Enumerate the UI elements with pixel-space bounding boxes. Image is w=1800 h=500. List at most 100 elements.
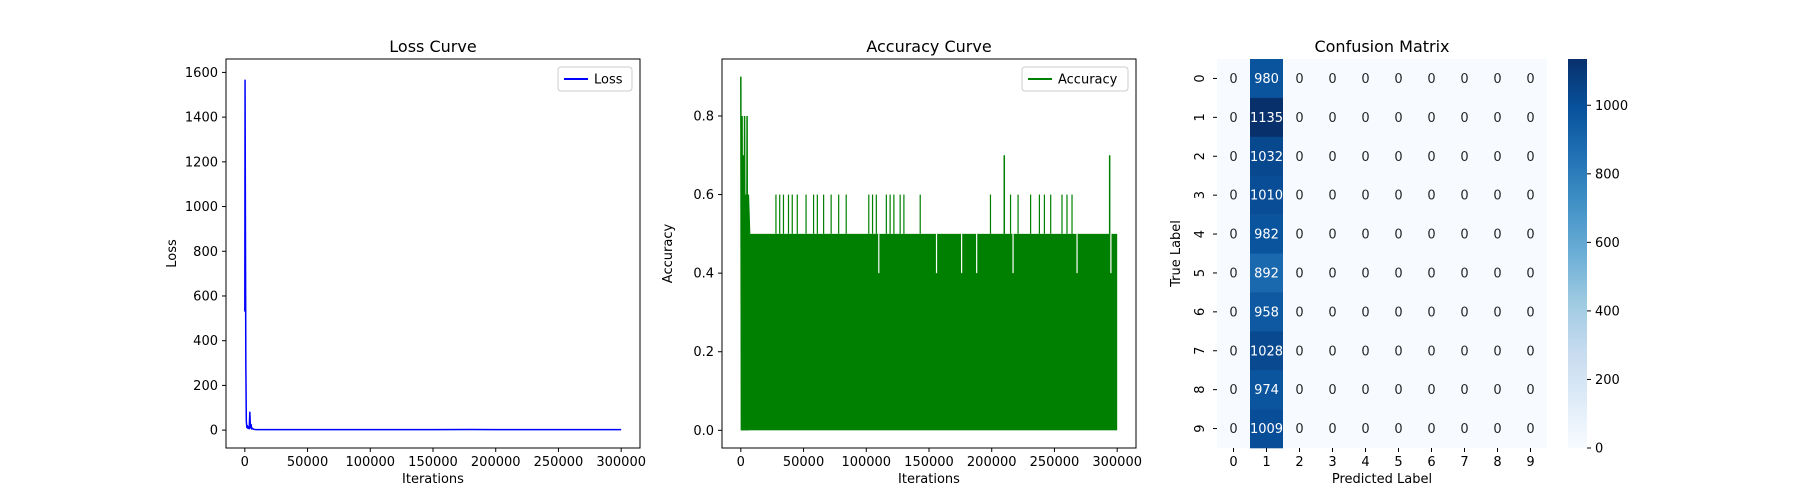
matrix-cell [1481, 97, 1514, 138]
matrix-cell-value: 0 [1427, 422, 1435, 437]
accuracy-legend-box [1021, 66, 1129, 92]
matrix-cell-value: 0 [1526, 150, 1534, 165]
matrix-cell-value: 0 [1229, 383, 1237, 398]
matrix-cell [1349, 175, 1382, 215]
confusion-matrix: Confusion Matrix Predicted Label True La… [1169, 37, 1628, 487]
y-tick-label: 3 [1193, 191, 1208, 199]
matrix-cell [1316, 292, 1349, 332]
x-tick-label: 9 [1526, 455, 1534, 470]
matrix-cell [1382, 370, 1415, 410]
matrix-cell [1448, 331, 1481, 371]
matrix-cell [1349, 214, 1382, 254]
matrix-cell [1316, 253, 1349, 293]
x-tick-label: 0 [1229, 455, 1237, 470]
matrix-cell-value: 0 [1295, 305, 1303, 320]
matrix-cell-value: 0 [1526, 228, 1534, 243]
matrix-cell-value: 0 [1361, 111, 1369, 126]
matrix-cell [1514, 175, 1547, 215]
matrix-cell [1448, 292, 1481, 332]
matrix-cell-value: 0 [1328, 111, 1336, 126]
matrix-cell [1382, 292, 1415, 332]
matrix-cell [1382, 253, 1415, 293]
matrix-cell [1415, 331, 1448, 371]
colorbar-tick-label: 200 [1595, 373, 1620, 388]
matrix-cell [1514, 97, 1547, 138]
matrix-cell-value: 0 [1460, 189, 1468, 204]
matrix-cell-value: 0 [1229, 305, 1237, 320]
confusion-cells: 0 980 0 0 0 0 0 0 0 00 1135 0 0 0 0 0 0 0 00 1032 0 0 0 0 0 0 0 00 1… [1217, 59, 1547, 449]
matrix-cell [1316, 214, 1349, 254]
matrix-cell-value: 0 [1394, 111, 1402, 126]
colorbar-tick-label: 600 [1595, 236, 1620, 251]
matrix-cell-value: 0 [1493, 72, 1501, 87]
y-tick-label: 6 [1193, 308, 1208, 316]
x-tick-label: 300000 [596, 455, 646, 470]
matrix-cell-value: 0 [1493, 383, 1501, 398]
matrix-cell-value: 0 [1427, 305, 1435, 320]
matrix-cell-value: 0 [1427, 189, 1435, 204]
matrix-cell [1283, 253, 1316, 293]
matrix-cell [1415, 292, 1448, 332]
matrix-cell [1250, 214, 1283, 254]
x-tick-label: 1 [1262, 455, 1270, 470]
loss-series-line [244, 79, 622, 431]
matrix-cell [1250, 175, 1283, 215]
matrix-cell-value: 0 [1427, 111, 1435, 126]
matrix-cell [1382, 409, 1415, 449]
matrix-cell-value: 0 [1295, 111, 1303, 126]
confusion-y-axis-label: True Label [1169, 220, 1184, 288]
matrix-cell [1349, 331, 1382, 371]
matrix-cell [1283, 370, 1316, 410]
matrix-cell-value: 0 [1328, 150, 1336, 165]
y-tick-label: 2 [1193, 152, 1208, 160]
matrix-cell-value: 892 [1254, 266, 1279, 281]
matrix-cell [1382, 214, 1415, 254]
x-tick-label: 4 [1361, 455, 1369, 470]
confusion-x-axis-label: Predicted Label [1332, 472, 1432, 487]
matrix-cell [1217, 136, 1250, 176]
matrix-cell [1217, 214, 1250, 254]
matrix-cell-value: 1009 [1250, 422, 1283, 437]
matrix-cell [1349, 253, 1382, 293]
matrix-cell [1217, 175, 1250, 215]
matrix-cell [1415, 59, 1448, 99]
matrix-cell-value: 0 [1328, 305, 1336, 320]
y-tick-label: 400 [193, 334, 218, 349]
loss-plot-area [244, 79, 622, 431]
matrix-cell [1217, 370, 1250, 410]
matrix-cell [1283, 175, 1316, 215]
matrix-cell [1283, 59, 1316, 99]
matrix-cell-value: 0 [1427, 228, 1435, 243]
matrix-cell-value: 0 [1526, 305, 1534, 320]
matrix-cell-value: 0 [1295, 266, 1303, 281]
matrix-cell-value: 0 [1328, 422, 1336, 437]
loss-x-ticks: 0 50000 100000 150000 200000 250000 300000 [241, 448, 646, 470]
matrix-cell-value: 974 [1254, 383, 1279, 398]
matrix-cell-value: 0 [1295, 228, 1303, 243]
matrix-cell-value: 0 [1526, 383, 1534, 398]
matrix-cell [1349, 136, 1382, 176]
accuracy-legend-label: Accuracy [1058, 73, 1118, 88]
y-tick-label: 1000 [185, 200, 218, 215]
matrix-cell-value: 0 [1460, 383, 1468, 398]
colorbar-gradient [1568, 59, 1587, 448]
matrix-cell-value: 0 [1493, 266, 1501, 281]
matrix-cell-value: 0 [1493, 189, 1501, 204]
x-tick-label: 0 [241, 455, 249, 470]
matrix-cell [1217, 59, 1250, 99]
matrix-cell-value: 1028 [1250, 344, 1283, 359]
matrix-cell [1514, 370, 1547, 410]
matrix-cell [1250, 292, 1283, 332]
matrix-cell [1316, 409, 1349, 449]
matrix-cell-value: 0 [1361, 305, 1369, 320]
matrix-cell [1316, 97, 1349, 138]
x-tick-label: 200000 [967, 455, 1017, 470]
x-tick-label: 7 [1460, 455, 1468, 470]
matrix-cell [1448, 175, 1481, 215]
matrix-cell-value: 0 [1328, 344, 1336, 359]
accuracy-chart-title: Accuracy Curve [866, 37, 991, 56]
matrix-cell-value: 0 [1229, 189, 1237, 204]
x-tick-label: 200000 [471, 455, 521, 470]
loss-x-axis-label: Iterations [402, 472, 464, 487]
x-tick-label: 3 [1328, 455, 1336, 470]
